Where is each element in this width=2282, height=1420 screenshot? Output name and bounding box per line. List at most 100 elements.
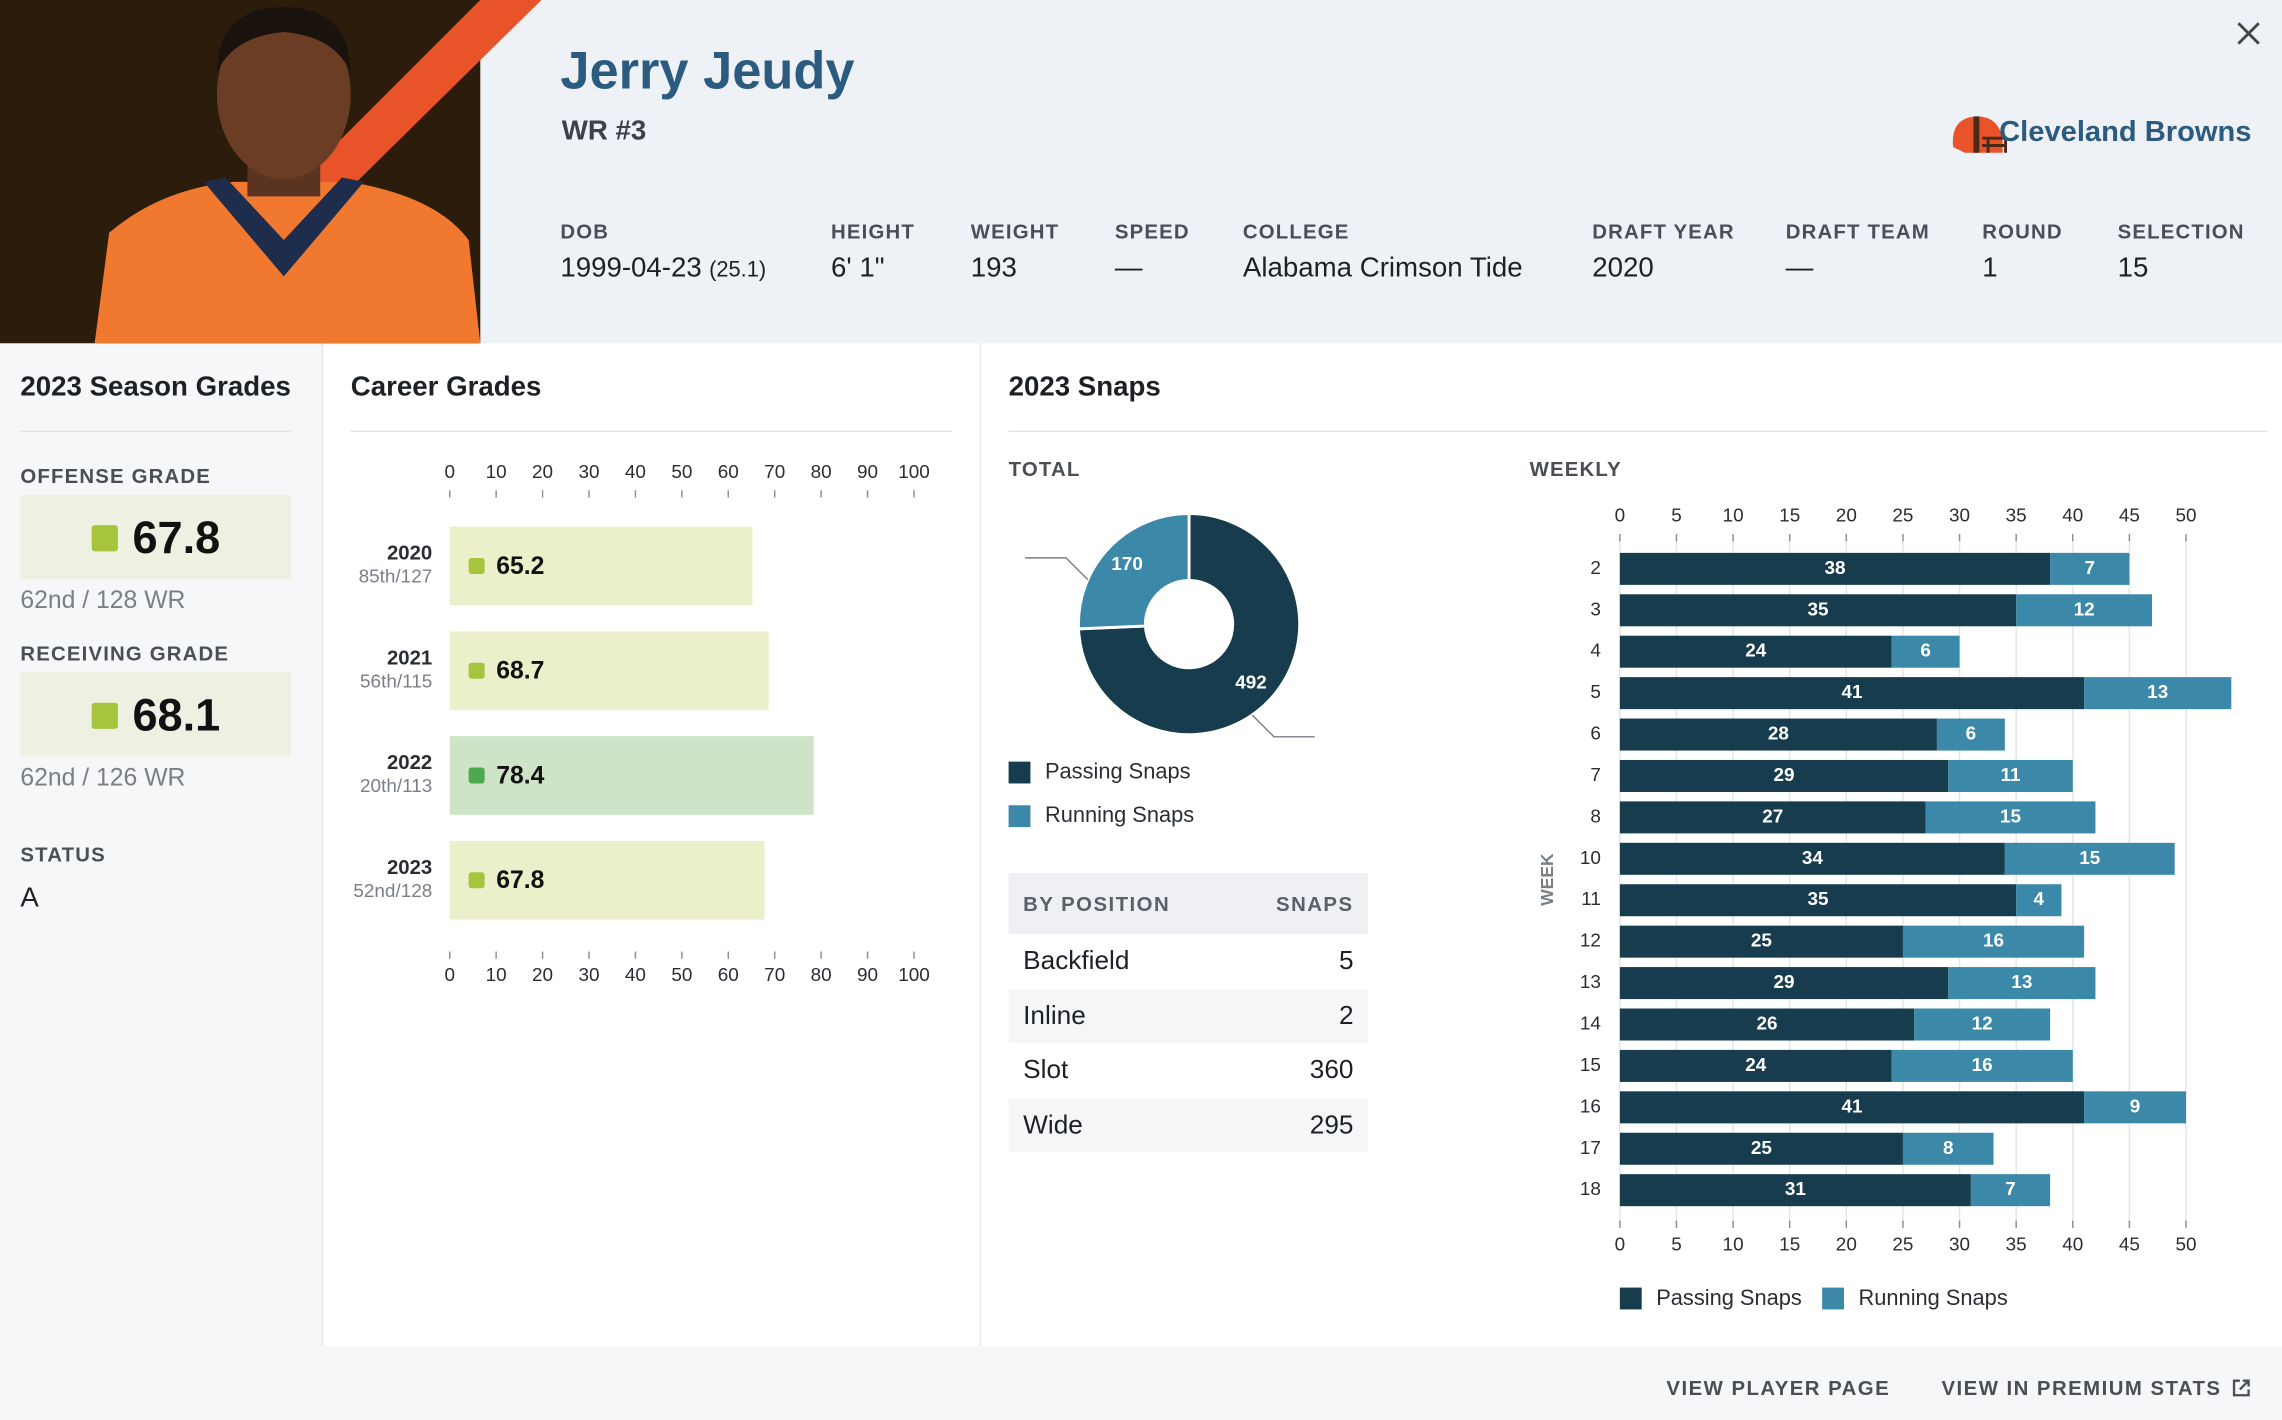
bar-value-label: 4 (2034, 889, 2045, 910)
bar-value-label: 65.2 (496, 553, 544, 580)
bar-segment (1936, 718, 2005, 751)
grade-value: 67.8 (132, 512, 221, 564)
x-tick-label: 80 (811, 965, 832, 986)
player-position: WR #3 (561, 116, 647, 147)
category-sublabel: 52nd/128 (353, 881, 432, 902)
bar-segment (2050, 552, 2130, 585)
footer-button[interactable]: VIEW PLAYER PAGE (1666, 1376, 1891, 1400)
facemask (1982, 136, 2007, 153)
y-tick-label: 12 (1580, 931, 1601, 952)
grade-value: 68.1 (132, 689, 221, 741)
x-tick-label: 5 (1671, 505, 1682, 526)
grade-label: RECEIVING GRADE (20, 641, 230, 665)
bio-value-text: 1 (1982, 253, 1998, 284)
bar-value-label: 25 (1751, 1138, 1772, 1159)
bar-segment (1948, 759, 2073, 792)
bio-value-text: 6' 1" (831, 253, 885, 284)
table-row: Wide 295 (1008, 1097, 1369, 1153)
y-tick-label: 10 (1580, 848, 1601, 869)
legend-label: Passing Snaps (1045, 758, 1191, 783)
bar-value-label: 29 (1774, 765, 1795, 786)
bar-segment (1619, 759, 1949, 792)
close-button[interactable] (2235, 20, 2261, 46)
bar-segment (2004, 842, 2175, 875)
bar (449, 736, 814, 815)
head (216, 10, 351, 179)
category-label: 2021 (387, 647, 432, 669)
x-tick-label: 30 (1949, 1234, 1970, 1255)
team-name[interactable]: Cleveland Browns (1999, 116, 2252, 149)
bar-value-label: 13 (2147, 682, 2168, 703)
table-cell: Wide (1023, 1109, 1083, 1139)
section-title: 2023 Season Grades (20, 372, 291, 404)
x-tick-label: 60 (718, 965, 739, 986)
table-cell: 5 (1338, 946, 1354, 976)
table-cell: 360 (1309, 1055, 1354, 1085)
table-header-cell: SNAPS (1276, 891, 1354, 916)
x-tick-label: 50 (2175, 505, 2196, 526)
bar-segment (2016, 594, 2153, 627)
bar-value-label: 8 (1943, 1138, 1954, 1159)
y-axis-label: WEEK (1537, 853, 1557, 906)
table-cell: 295 (1309, 1109, 1354, 1139)
bar-segment (2016, 884, 2062, 917)
x-tick-label: 10 (486, 462, 507, 483)
x-tick-label: 50 (671, 965, 692, 986)
legend-swatch (1008, 761, 1031, 784)
category-sublabel: 56th/115 (360, 671, 432, 692)
x-tick-label: 40 (2062, 505, 2083, 526)
footer-button[interactable]: VIEW IN PREMIUM STATS (1941, 1376, 2222, 1400)
category-label: 2023 (387, 857, 432, 879)
bar-dot (468, 557, 485, 574)
bar-segment (1891, 1049, 2073, 1082)
slice-label: 170 (1111, 554, 1143, 575)
bar-value-label: 35 (1807, 889, 1828, 910)
bar-segment (1619, 635, 1892, 668)
bio-value: 15 (2118, 253, 2149, 285)
bar-segment (1948, 967, 2096, 1000)
icon-path (2232, 1379, 2250, 1397)
table-row: Backfield 5 (1008, 934, 1369, 989)
bio-label: DOB (560, 219, 610, 243)
bio-label: SELECTION (2117, 219, 2245, 243)
y-tick-label: 4 (1590, 641, 1601, 662)
leader-line (1251, 714, 1315, 738)
bar-value-label: 26 (1757, 1013, 1778, 1034)
y-tick-label: 16 (1580, 1096, 1601, 1117)
bio-label: SPEED (1114, 219, 1190, 243)
external-link-icon (2232, 1379, 2250, 1397)
player-photo (0, 0, 542, 344)
x-tick-label: 10 (1723, 1234, 1744, 1255)
x-tick-label: 90 (857, 965, 878, 986)
bar-value-label: 27 (1762, 806, 1783, 827)
x-tick-label: 70 (764, 965, 785, 986)
bar-value-label: 67.8 (496, 867, 544, 894)
bar-segment (1619, 967, 1949, 1000)
table-header: BY POSITION SNAPS (1008, 872, 1369, 935)
bar (449, 526, 753, 606)
divider (1008, 430, 2268, 433)
bar-dot (468, 767, 485, 784)
bar-value-label: 24 (1745, 641, 1767, 662)
x-tick-label: 15 (1779, 1234, 1800, 1255)
bar-value-label: 31 (1785, 1179, 1806, 1200)
bar-value-label: 11 (2001, 765, 2021, 786)
x-tick-label: 45 (2119, 1234, 2140, 1255)
bio-value: — (1786, 253, 1814, 285)
legend-label: Passing Snaps (1656, 1285, 1802, 1310)
bar-segment (1925, 801, 2096, 834)
bar-value-label: 41 (1841, 682, 1862, 703)
divider (979, 343, 981, 1348)
bar-value-label: 12 (2074, 599, 2095, 620)
bar-dot (468, 872, 485, 889)
y-tick-label: 17 (1580, 1138, 1601, 1159)
bar-value-label: 16 (1983, 931, 2004, 952)
bar-value-label: 12 (1972, 1013, 1993, 1034)
y-tick-label: 14 (1580, 1013, 1601, 1034)
x-tick-label: 20 (1836, 505, 1857, 526)
y-tick-label: 3 (1590, 599, 1601, 620)
bar-value-label: 29 (1774, 972, 1795, 993)
bio-value: — (1115, 253, 1143, 285)
x-tick-label: 30 (578, 462, 599, 483)
bar-value-label: 35 (1807, 599, 1828, 620)
